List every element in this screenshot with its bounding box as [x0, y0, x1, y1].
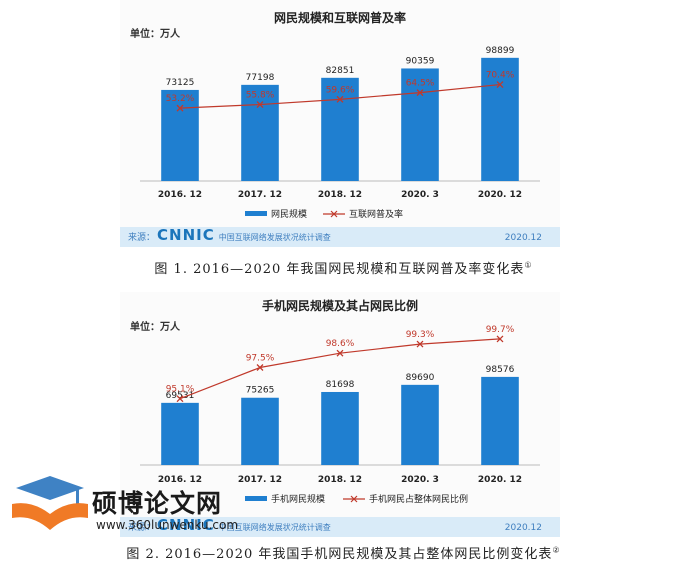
x-tick-label-2: 2018. 12 — [318, 475, 362, 485]
legend-bar-label: 手机网民规模 — [271, 493, 325, 505]
figure-1-caption: 图 1. 2016—2020 年我国网民规模和互联网普及率变化表① — [0, 258, 687, 277]
x-tick-label-3: 2020. 3 — [401, 475, 439, 485]
legend-bar-swatch — [245, 496, 267, 501]
legend-bar-swatch — [245, 211, 267, 216]
bar-value-label-4: 98576 — [486, 365, 515, 375]
source-prefix: 来源： — [128, 233, 156, 243]
line-point-2 — [336, 349, 344, 357]
bar-1 — [241, 397, 279, 465]
bar-value-label-1: 75265 — [246, 386, 275, 396]
legend-line-marker — [330, 210, 338, 218]
bar-4 — [481, 57, 519, 181]
bar-value-label-2: 82851 — [326, 66, 355, 76]
figure-2-caption: 图 2. 2016—2020 年我国手机网民规模及其占整体网民比例变化表② — [0, 543, 687, 562]
chart-2-source-strip: 来源： CNNIC 中国互联网络发展状况统计调查 2020.12 — [120, 516, 560, 537]
unit-label: 单位：万人 — [130, 320, 181, 333]
source-text: 中国互联网络发展状况统计调查 — [218, 523, 331, 532]
watermark-url: www.360lunwenku.com — [96, 518, 239, 532]
line-value-label-1: 55.8% — [246, 91, 275, 101]
bar-2 — [321, 77, 359, 181]
line-point-0 — [176, 395, 184, 403]
graduation-cap-icon — [16, 476, 84, 500]
bar-3 — [401, 68, 439, 181]
bar-value-label-1: 77198 — [246, 73, 275, 83]
legend-line-label: 互联网普及率 — [349, 208, 403, 220]
line-value-label-3: 99.3% — [406, 330, 435, 340]
figure-2-caption-text: 图 2. 2016—2020 年我国手机网民规模及其占整体网民比例变化表 — [126, 547, 553, 562]
figure-2-footnote-mark: ② — [552, 545, 561, 555]
source-brand-logo: CNNIC — [157, 226, 215, 244]
line-value-label-0: 95.1% — [166, 385, 195, 395]
x-tick-label-0: 2016. 12 — [158, 475, 202, 485]
bar-3 — [401, 384, 439, 465]
open-book-icon — [12, 503, 88, 530]
x-tick-label-3: 2020. 3 — [401, 190, 439, 200]
chart-1-date: 2020.12 — [504, 233, 542, 243]
bar-value-label-0: 69531 — [166, 391, 195, 401]
line-value-label-1: 97.5% — [246, 354, 275, 364]
x-tick-label-4: 2020. 12 — [478, 475, 522, 485]
x-tick-label-0: 2016. 12 — [158, 190, 202, 200]
line-value-label-0: 53.2% — [166, 94, 195, 104]
chart-panel-2: 手机网民规模及其占网民比例单位：万人 69531 2016. 12 75265 2017… — [120, 292, 560, 537]
bar-value-label-4: 98899 — [486, 46, 515, 56]
chart-1-source-strip: 来源： CNNIC 中国互联网络发展状况统计调查 2020.12 — [120, 226, 560, 247]
x-tick-label-4: 2020. 12 — [478, 190, 522, 200]
legend-line-label: 手机网民占整体网民比例 — [369, 493, 468, 505]
figure-1-footnote-mark: ① — [524, 260, 533, 270]
chart-title: 网民规模和互联网普及率 — [274, 10, 406, 25]
bar-1 — [241, 84, 279, 181]
line-value-label-3: 64.5% — [406, 79, 435, 89]
source-text: 中国互联网络发展状况统计调查 — [218, 233, 331, 242]
legend-bar-label: 网民规模 — [271, 209, 307, 220]
chart-title: 手机网民规模及其占网民比例 — [262, 298, 418, 313]
line-value-label-2: 98.6% — [326, 339, 355, 349]
chart-panel-1: 网民规模和互联网普及率单位：万人 73125 2016. 12 77198 2017. … — [120, 0, 560, 247]
x-tick-label-1: 2017. 12 — [238, 475, 282, 485]
line-point-4 — [496, 81, 504, 89]
line-point-4 — [496, 335, 504, 343]
chart-2-date: 2020.12 — [504, 523, 542, 533]
line-value-label-4: 70.4% — [486, 71, 515, 81]
watermark-title: 硕博论文网 — [92, 489, 223, 518]
x-tick-label-2: 2018. 12 — [318, 190, 362, 200]
watermark-logo — [12, 476, 88, 530]
bar-value-label-0: 73125 — [166, 78, 195, 88]
line-point-2 — [336, 95, 344, 103]
bar-2 — [321, 391, 359, 465]
unit-label: 单位：万人 — [130, 27, 181, 40]
chart-2-source: 来源： CNNIC 中国互联网络发展状况统计调查 — [128, 516, 331, 534]
line-point-1 — [256, 101, 264, 109]
line-point-1 — [256, 364, 264, 371]
source-brand-logo: CNNIC — [157, 516, 215, 534]
chart-1-source: 来源： CNNIC 中国互联网络发展状况统计调查 — [128, 226, 331, 244]
figure-1-caption-text: 图 1. 2016—2020 年我国网民规模和互联网普及率变化表 — [154, 262, 525, 277]
line-point-3 — [416, 340, 424, 348]
line-point-0 — [176, 104, 184, 112]
bar-4 — [481, 376, 519, 465]
bar-0 — [161, 89, 199, 181]
line-value-label-2: 59.6% — [326, 85, 355, 95]
legend-line-marker — [350, 495, 358, 503]
bar-value-label-3: 90359 — [406, 56, 435, 66]
line-point-3 — [416, 89, 424, 97]
source-prefix: 来源： — [128, 523, 156, 533]
bar-value-label-3: 89690 — [406, 373, 435, 383]
bar-value-label-2: 81698 — [326, 380, 355, 390]
bar-0 — [161, 402, 199, 465]
x-tick-label-1: 2017. 12 — [238, 190, 282, 200]
line-value-label-4: 99.7% — [486, 325, 515, 335]
